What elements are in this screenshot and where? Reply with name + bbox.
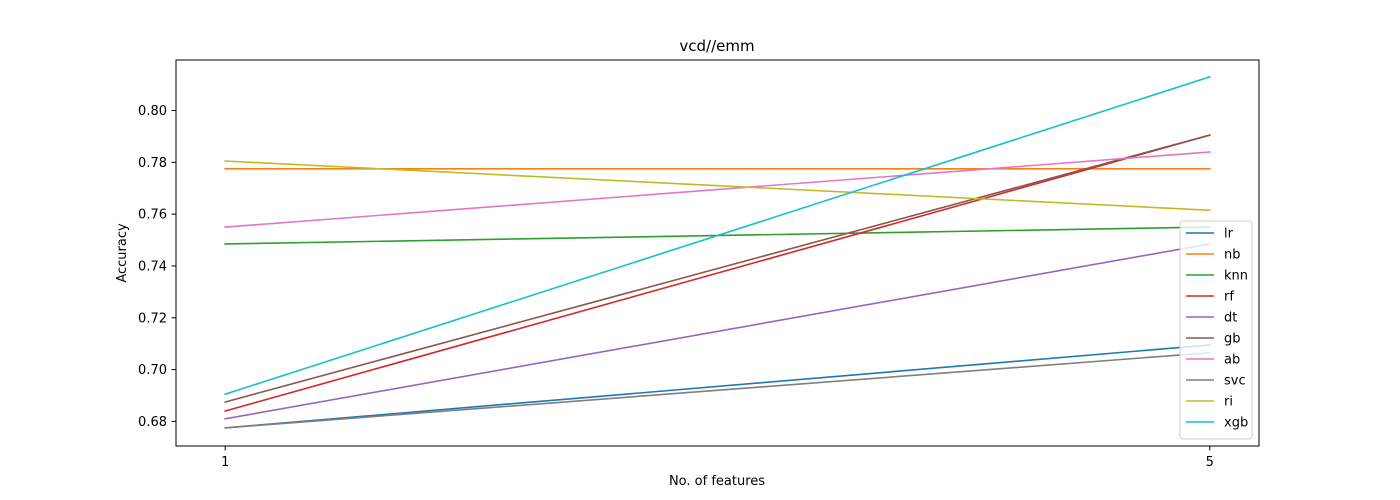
y-axis-label: Accuracy [115,223,130,283]
legend-label-knn: knn [1224,269,1248,284]
y-tick-label: 0.70 [138,363,167,378]
legend: lr nb knn rf dt gb ab svc ri xgb [1179,220,1253,440]
series-line-rf [224,134,1211,413]
series-line-svc [224,351,1211,429]
legend-label-gb: gb [1224,332,1241,347]
series-line-ri [224,160,1211,212]
legend-label-ab: ab [1224,353,1240,368]
series-line-xgb [224,75,1211,396]
x-tick-label: 5 [1206,455,1214,470]
series-lines [224,75,1211,429]
plot-frame [175,59,1260,447]
legend-label-nb: nb [1224,248,1241,263]
y-tick-label: 0.80 [138,104,167,119]
series-line-ab [224,151,1211,228]
series-line-gb [224,134,1211,403]
x-axis-label: No. of features [669,474,765,489]
legend-label-dt: dt [1224,311,1237,326]
y-axis: 0.68 0.70 0.72 0.74 0.76 0.78 0.80 [138,104,176,430]
chart-title: vcd//emm [679,37,754,55]
legend-label-svc: svc [1224,374,1246,389]
y-tick-label: 0.78 [138,156,167,171]
y-tick-label: 0.74 [138,259,167,274]
legend-label-rf: rf [1224,290,1234,305]
y-tick-label: 0.68 [138,415,167,430]
y-tick-label: 0.72 [138,311,167,326]
legend-label-lr: lr [1224,227,1234,242]
y-tick-label: 0.76 [138,208,167,223]
series-line-dt [224,243,1211,420]
x-tick-label: 1 [221,455,229,470]
series-line-lr [224,344,1211,429]
legend-label-xgb: xgb [1224,416,1248,431]
legend-label-ri: ri [1224,395,1233,410]
